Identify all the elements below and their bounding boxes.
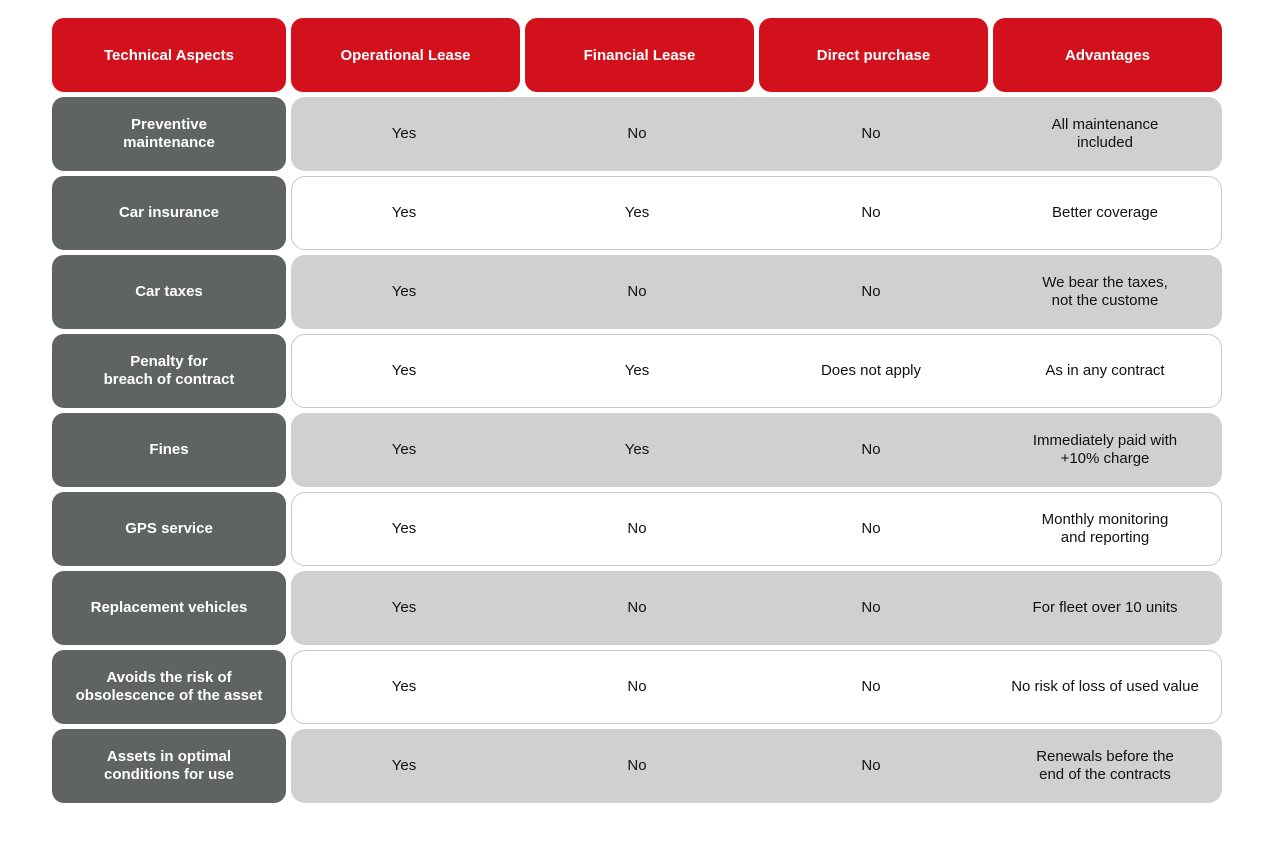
advantage-value: For fleet over 10 units (1032, 599, 1178, 616)
table-row: GPS service Yes No No Monthly monitoring… (52, 492, 1222, 566)
financial-lease-value: No (627, 520, 647, 537)
header-row: Technical Aspects Operational Lease Fina… (52, 18, 1222, 92)
table-row: Fines Yes Yes No Immediately paid with +… (52, 413, 1222, 487)
table-row: Car insurance Yes Yes No Better coverage (52, 176, 1222, 250)
row-band (291, 255, 1222, 329)
operational-lease-value: Yes (391, 520, 417, 537)
operational-lease-value: Yes (391, 283, 417, 300)
row-aspect: Assets in optimal conditions for use (52, 729, 286, 803)
advantage-value: Better coverage (1052, 204, 1158, 221)
row-aspect: Avoids the risk of obsolescence of the a… (52, 650, 286, 724)
operational-lease-value: Yes (391, 599, 417, 616)
table-row: Replacement vehicles Yes No No For fleet… (52, 571, 1222, 645)
row-aspect: Penalty for breach of contract (52, 334, 286, 408)
operational-lease-value: Yes (391, 678, 417, 695)
comparison-table: Technical Aspects Operational Lease Fina… (52, 18, 1222, 803)
direct-purchase-value: No (861, 125, 881, 142)
advantage-value: We bear the taxes, not the custome (1042, 274, 1168, 309)
header-technical-aspects: Technical Aspects (52, 18, 286, 92)
header-advantages: Advantages (993, 18, 1222, 92)
advantage-value: Monthly monitoring and reporting (1041, 511, 1169, 546)
advantage-value: Renewals before the end of the contracts (1036, 748, 1174, 783)
row-aspect: Car insurance (52, 176, 286, 250)
direct-purchase-value: No (861, 678, 881, 695)
header-direct-purchase: Direct purchase (759, 18, 988, 92)
operational-lease-value: Yes (391, 441, 417, 458)
row-band (291, 176, 1222, 250)
financial-lease-value: Yes (624, 441, 650, 458)
table-row: Penalty for breach of contract Yes Yes D… (52, 334, 1222, 408)
operational-lease-value: Yes (391, 362, 417, 379)
advantage-value: All maintenance included (1051, 116, 1159, 151)
table-row: Preventive maintenance Yes No No All mai… (52, 97, 1222, 171)
advantage-value: As in any contract (1045, 362, 1165, 379)
row-band (291, 334, 1222, 408)
operational-lease-value: Yes (391, 757, 417, 774)
direct-purchase-value: No (861, 757, 881, 774)
financial-lease-value: Yes (624, 204, 650, 221)
row-band (291, 413, 1222, 487)
financial-lease-value: Yes (624, 362, 650, 379)
advantage-value: No risk of loss of used value (1011, 678, 1199, 695)
header-operational-lease: Operational Lease (291, 18, 520, 92)
table-row: Car taxes Yes No No We bear the taxes, n… (52, 255, 1222, 329)
row-aspect: Preventive maintenance (52, 97, 286, 171)
financial-lease-value: No (627, 757, 647, 774)
row-band (291, 729, 1222, 803)
operational-lease-value: Yes (391, 204, 417, 221)
direct-purchase-value: No (861, 441, 881, 458)
direct-purchase-value: No (861, 283, 881, 300)
row-aspect: Replacement vehicles (52, 571, 286, 645)
row-aspect: GPS service (52, 492, 286, 566)
financial-lease-value: No (627, 678, 647, 695)
direct-purchase-value: Does not apply (820, 362, 922, 379)
financial-lease-value: No (627, 599, 647, 616)
direct-purchase-value: No (861, 599, 881, 616)
financial-lease-value: No (627, 283, 647, 300)
table-row: Assets in optimal conditions for use Yes… (52, 729, 1222, 803)
row-aspect: Car taxes (52, 255, 286, 329)
row-aspect: Fines (52, 413, 286, 487)
row-band (291, 571, 1222, 645)
direct-purchase-value: No (861, 204, 881, 221)
row-band (291, 492, 1222, 566)
direct-purchase-value: No (861, 520, 881, 537)
financial-lease-value: No (627, 125, 647, 142)
row-band (291, 97, 1222, 171)
row-band (291, 650, 1222, 724)
operational-lease-value: Yes (391, 125, 417, 142)
table-row: Avoids the risk of obsolescence of the a… (52, 650, 1222, 724)
advantage-value: Immediately paid with +10% charge (1032, 432, 1178, 467)
header-financial-lease: Financial Lease (525, 18, 754, 92)
